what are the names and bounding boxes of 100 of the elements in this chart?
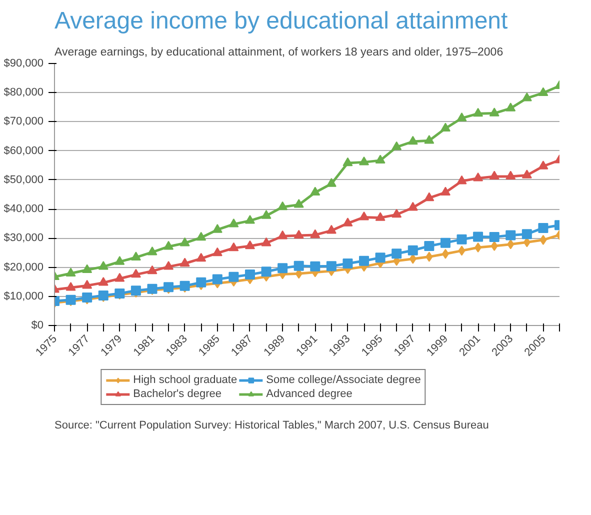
point [261, 266, 272, 277]
point [196, 252, 206, 262]
point [456, 112, 467, 122]
point [310, 186, 320, 196]
point [473, 172, 484, 182]
point [506, 102, 516, 112]
legend-label: Advanced degree [266, 388, 352, 400]
point [294, 230, 304, 239]
point [180, 258, 190, 267]
point [294, 198, 304, 208]
point [440, 122, 450, 132]
point [212, 224, 222, 233]
point [538, 160, 548, 170]
point [278, 230, 288, 240]
point [506, 170, 516, 180]
y-tick-label: $20,000 [4, 261, 44, 274]
point [426, 252, 433, 262]
point [538, 87, 548, 96]
point [196, 232, 206, 241]
point [489, 108, 500, 116]
point [474, 242, 482, 252]
point [424, 241, 434, 252]
point [506, 230, 516, 240]
point [278, 201, 288, 210]
point [196, 277, 206, 288]
point [261, 210, 272, 219]
point [212, 247, 222, 256]
point [456, 175, 467, 184]
point [82, 280, 92, 289]
y-tick-label: $60,000 [4, 144, 44, 157]
point [359, 156, 370, 166]
point [490, 241, 498, 252]
legend-label: Bachelor's degree [133, 388, 222, 400]
point [375, 252, 386, 263]
point [147, 265, 158, 274]
point [98, 261, 108, 270]
point [359, 212, 370, 220]
point [540, 234, 547, 245]
y-tick-label: $40,000 [4, 203, 44, 216]
point [392, 141, 402, 150]
point [473, 232, 484, 242]
point [424, 134, 434, 144]
point [392, 248, 402, 259]
point [164, 240, 174, 250]
point [359, 256, 370, 266]
point [538, 222, 548, 233]
point [294, 260, 304, 271]
point [82, 264, 92, 273]
point [375, 212, 386, 221]
legend-label: High school graduate [133, 374, 238, 386]
y-tick-label: $30,000 [4, 232, 44, 244]
point [440, 238, 450, 248]
point [310, 261, 320, 272]
point [489, 232, 500, 242]
point [164, 261, 174, 270]
point [408, 136, 418, 145]
point [180, 237, 190, 246]
point [66, 282, 76, 291]
point [375, 154, 386, 164]
point [130, 268, 141, 278]
point [310, 229, 320, 238]
y-tick-label: $0 [31, 320, 44, 332]
point [228, 218, 239, 228]
point [342, 218, 353, 226]
point [326, 261, 336, 272]
point [228, 242, 239, 252]
point [114, 272, 125, 282]
y-tick-label: $70,000 [4, 116, 44, 128]
point [408, 202, 418, 211]
point [440, 186, 450, 196]
point [458, 246, 466, 256]
point [409, 254, 416, 264]
point [522, 92, 532, 102]
point [326, 224, 336, 234]
legend-label: Some college/Associate degree [266, 374, 421, 386]
point [114, 256, 125, 265]
y-tick-label: $80,000 [4, 86, 44, 99]
point [522, 170, 532, 178]
point [66, 268, 76, 276]
y-tick-label: $90,000 [4, 58, 44, 70]
point [408, 245, 418, 256]
y-tick-label: $50,000 [4, 174, 44, 186]
point [522, 229, 532, 240]
point [507, 239, 514, 250]
point [473, 108, 484, 117]
chart-title: Average income by educational attainment [54, 8, 508, 34]
point [342, 157, 353, 166]
point [456, 234, 467, 244]
point [489, 170, 500, 180]
point [130, 252, 141, 260]
point [147, 246, 158, 256]
point [244, 270, 255, 280]
point [261, 237, 272, 246]
point [98, 277, 108, 286]
point [212, 274, 222, 284]
y-tick-label: $10,000 [4, 290, 44, 302]
point [228, 272, 239, 282]
point [244, 215, 255, 224]
point [244, 240, 255, 250]
point [392, 208, 402, 218]
